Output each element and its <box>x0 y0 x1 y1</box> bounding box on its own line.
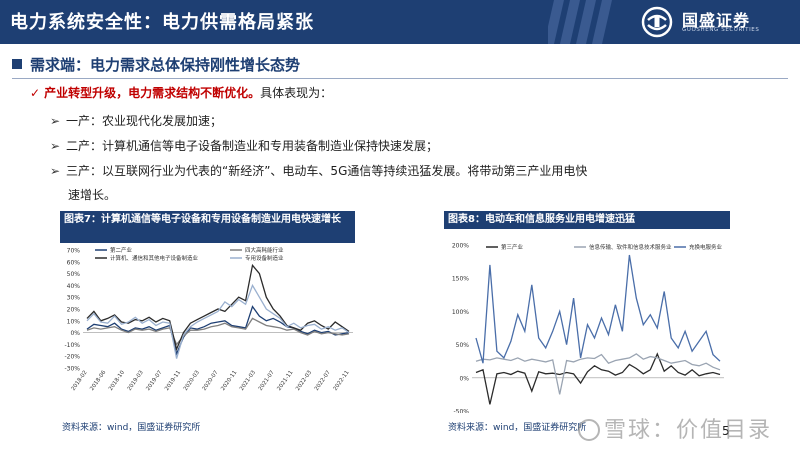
series-line <box>86 263 350 352</box>
x-tick-label: 2021-11 <box>276 370 294 392</box>
x-tick-label: 2020-11 <box>220 370 238 392</box>
x-tick-label: 2018-10 <box>494 412 512 413</box>
y-tick-label: 0% <box>70 330 80 337</box>
x-tick-label: 2019-03 <box>127 369 145 392</box>
header-bar: 电力系统安全性：电力供需格局紧张 国盛证券 GUOSHENG SECURITIE… <box>0 0 800 44</box>
x-tick-label: 2019-07 <box>145 369 163 392</box>
x-tick-label: 2019-11 <box>164 370 182 392</box>
y-tick-label: 100% <box>452 309 469 316</box>
logo-english: GUOSHENG SECURITIES <box>682 27 760 33</box>
y-tick-label: 10% <box>67 318 81 325</box>
checkmark-icon: ✓ <box>30 86 41 100</box>
section-title: 需求端：电力需求总体保持刚性增长态势 <box>30 56 301 74</box>
bullet-text: 三产：以互联网行业为代表的“新经济”、电动车、5G通信等持续迅猛发展。将带动第三… <box>66 164 588 178</box>
x-tick-label: 2019-03 <box>512 412 530 413</box>
x-tick-label: 2019-07 <box>529 412 547 413</box>
company-logo: 国盛证券 GUOSHENG SECURITIES <box>640 6 790 38</box>
legend-label: 计算机、通信和其他电子设备制造业 <box>110 254 199 262</box>
series-line <box>86 305 350 356</box>
figure8-chart: 200%150%100%50%0%-50%2018-022018-062018-… <box>452 243 724 414</box>
decorative-stripes <box>548 0 612 44</box>
bullet-item: ➢ 一产：农业现代化发展加速； <box>50 112 222 129</box>
y-tick-label: 70% <box>67 248 81 255</box>
y-tick-label: 150% <box>452 276 469 283</box>
x-tick-label: 2018-06 <box>477 412 495 413</box>
series-line <box>86 317 350 346</box>
series-line <box>86 283 350 359</box>
section-square-icon <box>12 59 22 69</box>
intro-highlight: 产业转型升级，电力需求结构不断优化。 <box>44 86 261 100</box>
x-tick-label: 2021-03 <box>239 369 257 392</box>
x-tick-label: 2022-03 <box>295 369 313 392</box>
y-tick-label: -20% <box>64 354 80 361</box>
y-tick-label: 0% <box>459 375 469 382</box>
bullet-text: 二产：计算机通信等电子设备制造业和专用装备制造业保持快速发展； <box>66 139 439 153</box>
figure8-title: 图表8：电动车和信息服务业用电增速迅猛 <box>444 211 730 229</box>
figure7-title: 图表7：计算机通信等电子设备和专用设备制造业用电快速增长 <box>60 211 355 243</box>
x-tick-label: 2020-07 <box>202 369 220 392</box>
bullet-item: ➢ 二产：计算机通信等电子设备制造业和专用装备制造业保持快速发展； <box>50 137 438 154</box>
arrow-bullet-icon: ➢ <box>50 114 61 128</box>
watermark: 雪球：价值目录 <box>578 412 772 444</box>
x-tick-label: 2020-03 <box>183 369 201 392</box>
arrow-bullet-icon: ➢ <box>50 139 61 153</box>
legend-label: 第二产业 <box>110 246 133 254</box>
figure7-chart: 70%60%50%40%30%20%10%0%-10%-20%-30%2018-… <box>64 246 353 392</box>
x-tick-label: 2022-11 <box>333 370 351 392</box>
bullet-continuation: 速增长。 <box>68 188 117 202</box>
section-divider <box>12 78 788 79</box>
legend-label: 第三产业 <box>501 243 524 251</box>
snowball-icon <box>578 419 600 441</box>
bullet-text: 一产：农业现代化发展加速； <box>66 114 223 128</box>
y-tick-label: 50% <box>67 271 81 278</box>
intro-rest: 具体表现为： <box>260 86 333 100</box>
x-tick-label: 2022-07 <box>314 369 332 392</box>
legend-label: 四大高耗能行业 <box>245 246 284 254</box>
x-tick-label: 2018-02 <box>71 370 89 392</box>
y-tick-label: 50% <box>456 342 470 349</box>
x-tick-label: 2018-10 <box>108 369 126 392</box>
y-tick-label: 60% <box>67 259 81 266</box>
figure7-source: 资料来源：wind，国盛证券研究所 <box>62 423 201 433</box>
y-tick-label: 40% <box>67 283 81 290</box>
x-tick-label: 2018-06 <box>89 369 107 392</box>
y-tick-label: -30% <box>64 366 80 373</box>
legend-label: 专用设备制造业 <box>245 254 284 262</box>
intro-line: ✓ 产业转型升级，电力需求结构不断优化。具体表现为： <box>30 84 332 101</box>
y-tick-label: 20% <box>67 307 81 314</box>
y-tick-label: -10% <box>64 342 80 349</box>
legend-label: 充换电服务业 <box>689 243 723 251</box>
series-line <box>475 254 721 364</box>
watermark-text: 雪球：价值目录 <box>604 418 773 443</box>
page-number: 5 <box>722 424 730 438</box>
y-tick-label: -50% <box>453 409 469 414</box>
y-tick-label: 200% <box>452 243 469 250</box>
y-tick-label: 30% <box>67 295 81 302</box>
slide-title: 电力系统安全性：电力供需格局紧张 <box>10 12 314 33</box>
series-line <box>475 352 721 405</box>
figure8-source: 资料来源：wind，国盛证券研究所 <box>448 423 587 433</box>
bullet-item: ➢ 三产：以互联网行业为代表的“新经济”、电动车、5G通信等持续迅猛发展。将带动第… <box>50 162 587 179</box>
logo-name: 国盛证券 <box>682 11 751 30</box>
series-line <box>475 353 721 395</box>
x-tick-label: 2021-07 <box>258 369 276 392</box>
arrow-bullet-icon: ➢ <box>50 164 61 178</box>
legend-label: 信息传输、软件和信息技术服务业 <box>589 243 672 251</box>
logo-emblem-icon <box>641 6 673 38</box>
